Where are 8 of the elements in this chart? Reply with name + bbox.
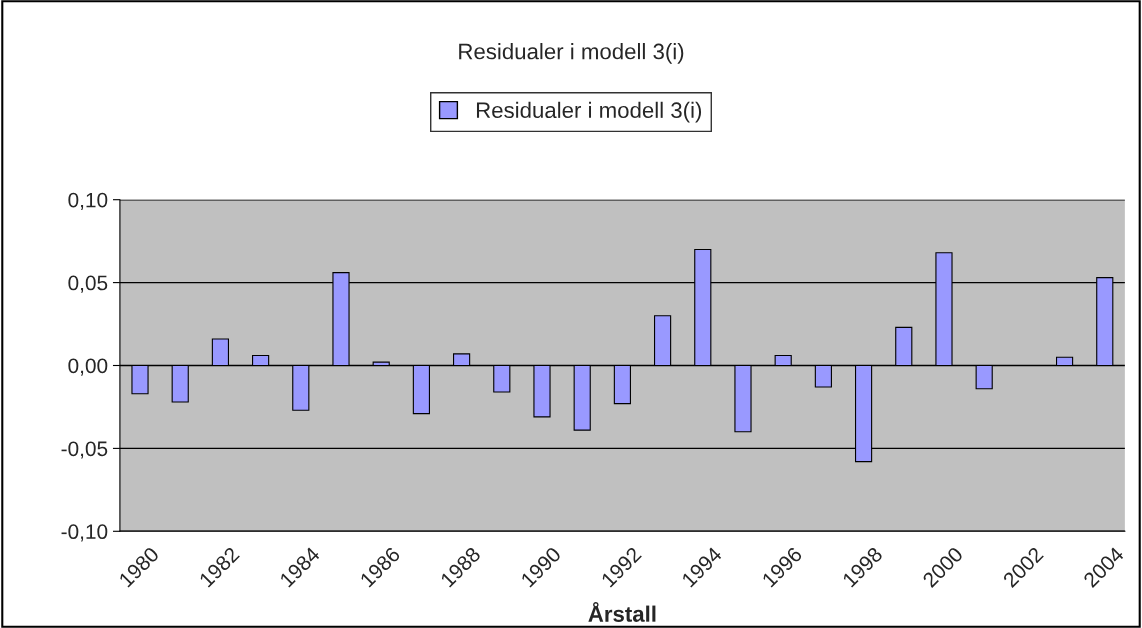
y-tick-label: 0,00 [68,358,108,376]
chart-title: Residualer i modell 3(i) [459,43,684,64]
legend-label: Residualer i modell 3(i) [476,101,702,123]
y-tick-label: 0,05 [68,275,108,293]
y-tick-label: 0,10 [68,192,108,210]
y-tick-label: -0,05 [61,441,108,459]
x-axis-title: Årstall [588,602,656,622]
y-tick-label: -0,10 [61,524,108,542]
